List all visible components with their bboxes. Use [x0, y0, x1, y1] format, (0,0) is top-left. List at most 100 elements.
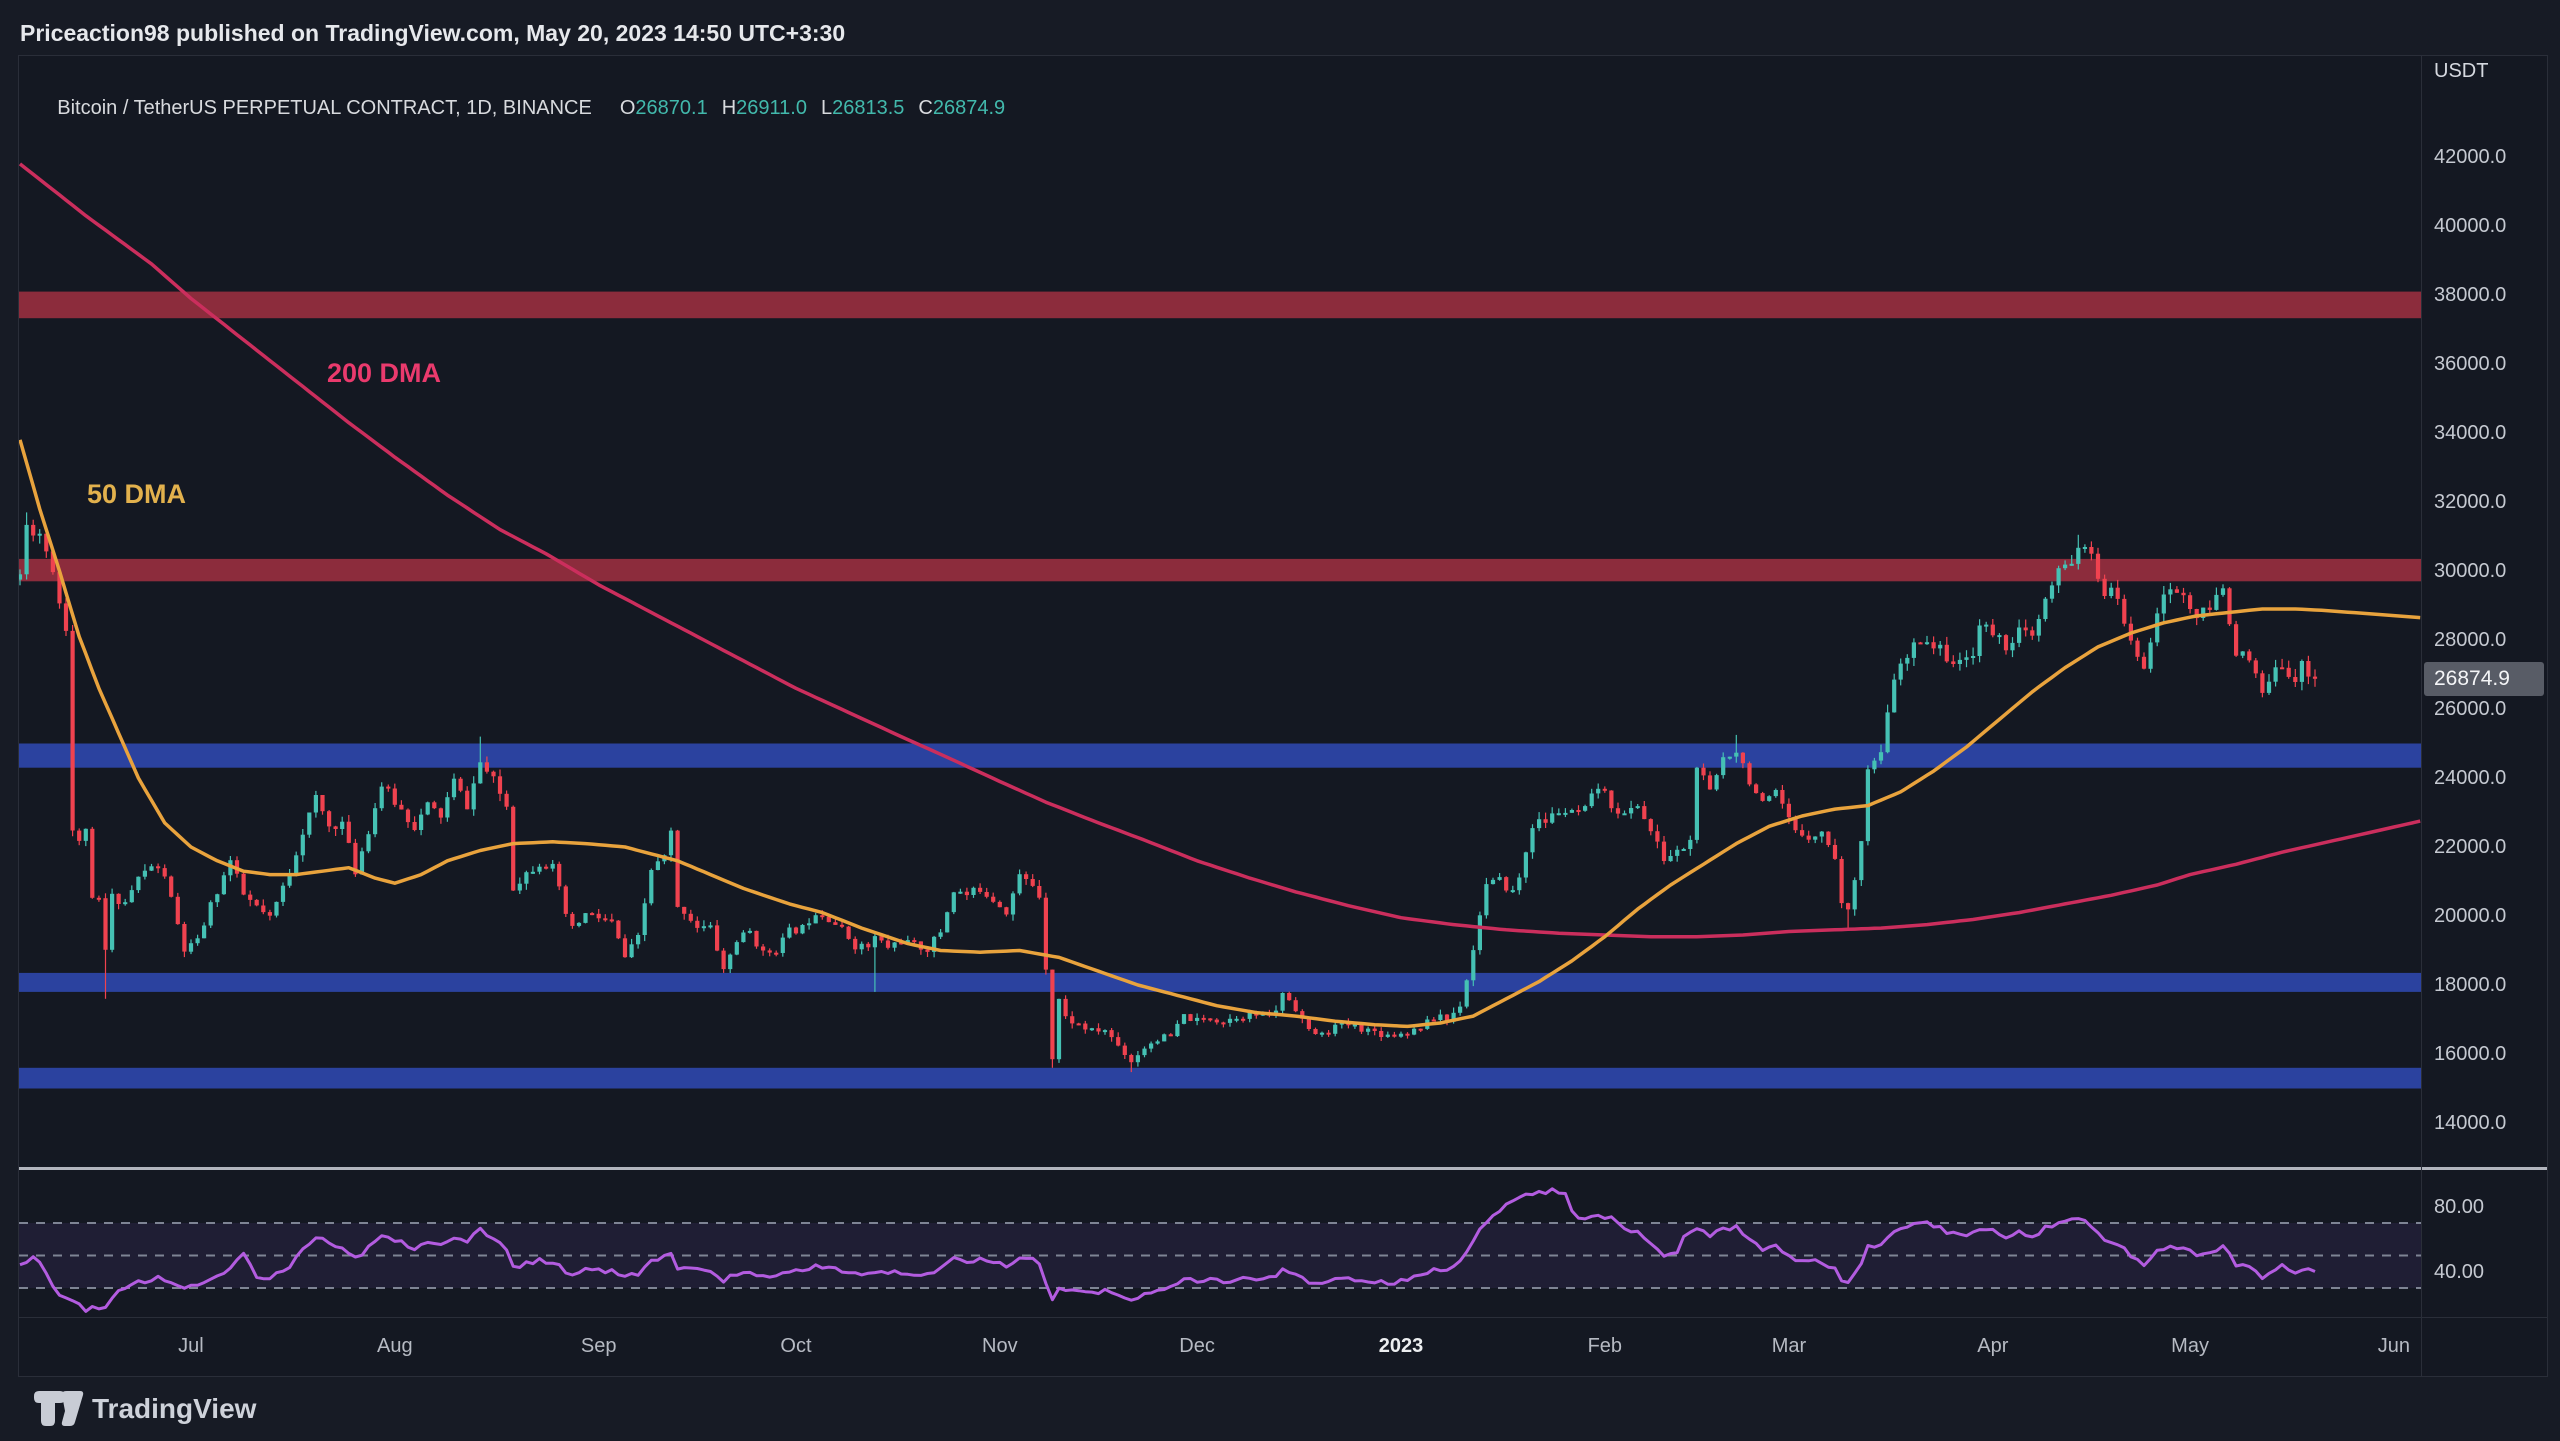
candle[interactable] [642, 898, 647, 942]
candle[interactable] [1859, 841, 1864, 886]
candle[interactable] [1681, 847, 1686, 851]
candle[interactable] [2266, 674, 2272, 695]
candle[interactable] [872, 932, 877, 992]
candle[interactable] [1504, 876, 1509, 893]
resistance-zone-30000[interactable] [19, 558, 2421, 582]
candle[interactable] [2220, 584, 2226, 597]
candle[interactable] [333, 825, 338, 836]
candle[interactable] [484, 756, 489, 774]
candle[interactable] [1569, 808, 1574, 813]
candle[interactable] [1655, 824, 1660, 849]
candle[interactable] [1688, 835, 1693, 856]
candle[interactable] [530, 866, 535, 874]
candle[interactable] [1767, 795, 1772, 802]
candle[interactable] [2148, 637, 2153, 673]
candle[interactable] [1135, 1051, 1140, 1067]
candle[interactable] [392, 783, 397, 808]
candle[interactable] [2030, 626, 2035, 640]
candle[interactable] [19, 569, 23, 586]
ma50-annotation-label[interactable]: 50 DMA [87, 479, 187, 509]
candle[interactable] [1589, 788, 1594, 808]
candle[interactable] [1596, 783, 1601, 799]
candle[interactable] [945, 911, 950, 933]
candle[interactable] [2036, 614, 2041, 642]
candle[interactable] [1872, 757, 1877, 774]
candle[interactable] [1800, 824, 1805, 838]
candle[interactable] [2017, 619, 2022, 648]
candle[interactable] [774, 950, 779, 957]
candle[interactable] [1832, 838, 1838, 860]
candle[interactable] [1760, 791, 1765, 802]
candle[interactable] [1490, 877, 1496, 885]
candle[interactable] [1721, 752, 1726, 779]
candle[interactable] [2115, 579, 2120, 605]
candle[interactable] [379, 782, 384, 811]
candle[interactable] [1898, 658, 1903, 686]
ma50-line[interactable] [19, 439, 2421, 1029]
candle[interactable] [1773, 788, 1778, 798]
support-zone-18000[interactable] [19, 972, 2421, 992]
candle[interactable] [1405, 1032, 1410, 1039]
candle[interactable] [1076, 1022, 1081, 1026]
candle[interactable] [1188, 1013, 1193, 1022]
candle[interactable] [1530, 824, 1535, 859]
resistance-zone-38000[interactable] [19, 291, 2421, 319]
candle[interactable] [2095, 547, 2101, 583]
candle[interactable] [280, 882, 286, 907]
symbol-title[interactable]: Bitcoin / TetherUS PERPETUAL CONTRACT, 1… [57, 97, 592, 119]
candle[interactable] [2063, 560, 2068, 571]
candle[interactable] [425, 801, 430, 816]
candle[interactable] [412, 816, 417, 832]
candle[interactable] [583, 913, 588, 924]
candle[interactable] [346, 815, 351, 844]
candle[interactable] [1497, 873, 1502, 881]
candle[interactable] [83, 828, 88, 847]
candle[interactable] [366, 830, 371, 854]
candle[interactable] [1964, 650, 1969, 668]
candle[interactable] [1826, 831, 1831, 848]
candle[interactable] [419, 808, 424, 836]
candle[interactable] [77, 828, 82, 846]
candle[interactable] [853, 936, 858, 954]
candle[interactable] [451, 773, 457, 801]
candle[interactable] [386, 784, 391, 792]
candle[interactable] [1010, 891, 1016, 921]
candle[interactable] [1661, 836, 1667, 865]
candle[interactable] [1142, 1046, 1147, 1058]
candle[interactable] [964, 887, 969, 900]
candle[interactable] [1431, 1017, 1436, 1022]
candle[interactable] [2181, 587, 2186, 603]
candle[interactable] [1583, 804, 1588, 812]
time-axis[interactable]: Jul Aug Sep Oct Nov Dec 2023 Feb Mar Apr May Jun [19, 1318, 2422, 1376]
candle[interactable] [254, 899, 259, 907]
candle[interactable] [596, 909, 601, 923]
candle[interactable] [1438, 1009, 1443, 1023]
candle[interactable] [359, 847, 365, 875]
candle[interactable] [958, 888, 963, 894]
candle[interactable] [1017, 869, 1022, 896]
candle[interactable] [2299, 659, 2304, 691]
candle[interactable] [1221, 1021, 1226, 1028]
candle[interactable] [807, 918, 812, 930]
candle[interactable] [1806, 830, 1811, 843]
candle[interactable] [2240, 651, 2245, 659]
candle[interactable] [1464, 979, 1469, 1009]
candle[interactable] [1944, 636, 1949, 663]
candle[interactable] [1102, 1029, 1108, 1035]
candle[interactable] [1918, 641, 1923, 645]
candle[interactable] [1892, 673, 1897, 713]
candle[interactable] [603, 914, 608, 922]
candle[interactable] [37, 529, 42, 544]
candle[interactable] [1576, 805, 1581, 816]
candle[interactable] [1398, 1031, 1404, 1038]
candle[interactable] [1727, 756, 1732, 760]
candle[interactable] [517, 877, 522, 895]
candle[interactable] [307, 812, 312, 838]
candle[interactable] [1523, 851, 1528, 883]
candle[interactable] [162, 864, 167, 879]
candle[interactable] [826, 916, 831, 923]
candle[interactable] [524, 870, 529, 890]
candle[interactable] [1510, 885, 1515, 893]
candle[interactable] [1070, 1011, 1075, 1029]
candle[interactable] [2069, 555, 2074, 566]
